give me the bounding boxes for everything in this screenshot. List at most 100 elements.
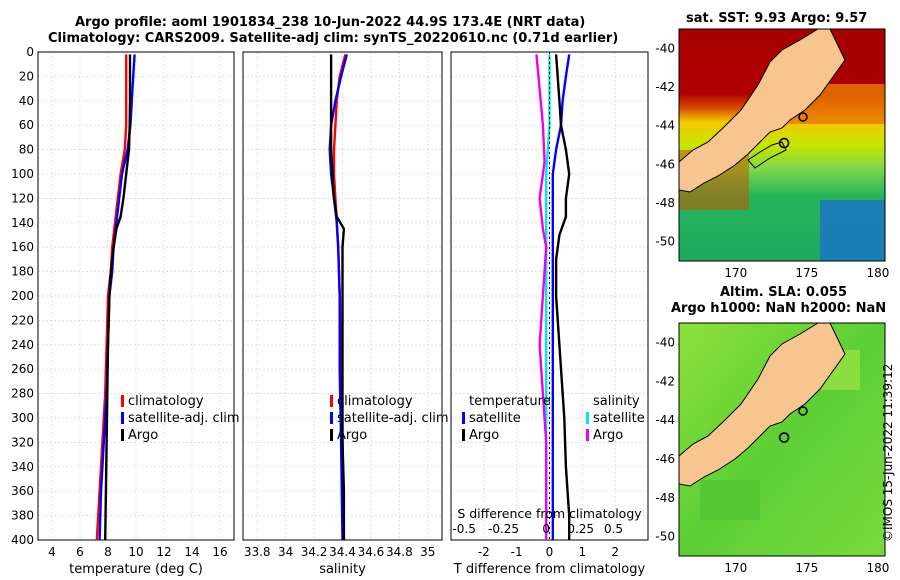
y-tick-label: 120 — [11, 191, 34, 205]
y-tick-label: 180 — [11, 265, 34, 279]
y-tick-label: 80 — [19, 143, 34, 157]
map-y-tick-label: -40 — [655, 335, 675, 349]
y-tick-label: 200 — [11, 289, 34, 303]
new-zealand-land — [679, 29, 846, 193]
y-tick-label: 160 — [11, 240, 34, 254]
y-tick-label: 260 — [11, 362, 34, 376]
sst-map: 170 175 180 -40 -42 -44 -46 -48 -50 — [655, 28, 889, 280]
x-tick-label: -1 — [511, 545, 523, 559]
legend-label: Argo — [128, 428, 158, 443]
y-tick-label: 60 — [19, 118, 34, 132]
legend-swatch — [586, 412, 589, 424]
argo-position-marker-sla — [778, 432, 790, 443]
y-tick-label: 340 — [11, 460, 34, 474]
legend-label: climatology — [337, 394, 413, 409]
y-tick-label: 240 — [11, 338, 34, 352]
map-x-tick-label: 180 — [866, 561, 889, 575]
map-y-tick-label: -44 — [655, 119, 675, 133]
legend-swatch — [462, 429, 465, 441]
s-diff-tick-label: -0.5 — [452, 522, 475, 536]
x-tick-label: 34.6 — [358, 545, 385, 559]
legend-label: satellite-adj. clim — [337, 411, 449, 426]
sst-cold-patch — [820, 200, 885, 261]
legend-swatch — [330, 429, 333, 441]
map-x-tick-label: 180 — [866, 266, 889, 280]
legend-label: temperature — [469, 394, 551, 409]
x-axis-label: salinity — [319, 562, 366, 577]
x-tick-label: 14 — [184, 545, 199, 559]
legend-swatch — [330, 395, 333, 407]
s-diff-tick-label: 0.25 — [567, 522, 594, 536]
map-y-tick-label: -46 — [655, 157, 675, 171]
axes-frame — [37, 51, 235, 541]
y-tick-label: 400 — [11, 533, 34, 547]
x-tick-label: 33.8 — [244, 545, 271, 559]
coastline-contour — [747, 141, 787, 169]
y-tick-label: 320 — [11, 435, 34, 449]
y-tick-label: 40 — [19, 94, 34, 108]
map-x-tick-label: 170 — [724, 561, 747, 575]
legend-label: Argo — [469, 428, 499, 443]
y-tick-label: 0 — [26, 45, 34, 59]
x-tick-label: 35 — [420, 545, 435, 559]
x-tick-label: 34 — [278, 545, 293, 559]
x-tick-label: 12 — [156, 545, 171, 559]
page-title-line2: Climatology: CARS2009. Satellite-adj cli… — [48, 31, 619, 46]
x-tick-label: 16 — [212, 545, 227, 559]
x-tick-label: 34.4 — [329, 545, 356, 559]
y-tick-label: 380 — [11, 509, 34, 523]
series-line-argo — [104, 54, 132, 541]
series-line-salinity-argo — [535, 54, 548, 540]
map-y-tick-label: -42 — [655, 80, 675, 94]
series-line-climatology — [95, 54, 128, 541]
y-tick-label: 280 — [11, 387, 34, 401]
legend-label: satellite-adj. clim — [128, 411, 240, 426]
x-tick-label: 34.8 — [386, 545, 413, 559]
sst-map-title: sat. SST: 9.93 Argo: 9.57 — [686, 11, 868, 26]
x-tick-label: 8 — [104, 545, 112, 559]
legend-swatch — [586, 395, 589, 407]
y-tick-label: 300 — [11, 411, 34, 425]
salinity-panel: 33.8 34 34.2 34.4 34.6 34.8 35 salinity climatol… — [242, 51, 449, 577]
legend-label: satellite — [593, 411, 645, 426]
legend-label: salinity — [593, 394, 640, 409]
map-y-tick-label: -48 — [655, 491, 675, 505]
map-y-tick-label: -42 — [655, 374, 675, 388]
legend-swatch — [121, 429, 124, 441]
map-y-tick-label: -44 — [655, 413, 675, 427]
map-x-tick-label: 170 — [724, 266, 747, 280]
legend-swatch — [121, 412, 124, 424]
legend-swatch — [462, 412, 465, 424]
y-tick-label: 20 — [19, 69, 34, 83]
map-y-tick-label: -50 — [655, 530, 675, 544]
legend-swatch — [330, 412, 333, 424]
x-tick-label: -2 — [478, 545, 490, 559]
argo-position-marker — [778, 137, 790, 149]
s-diff-tick-label: 0 — [542, 522, 550, 536]
map-x-tick-label: 175 — [795, 266, 818, 280]
map-y-tick-label: -48 — [655, 196, 675, 210]
legend-label: Argo — [337, 428, 367, 443]
legend-swatch — [462, 395, 465, 407]
y-tick-label: 220 — [11, 313, 34, 327]
series-line-argo — [329, 54, 346, 540]
x-tick-label: 34.2 — [301, 545, 328, 559]
x-tick-label: 1 — [579, 545, 587, 559]
chatham-contour — [798, 112, 808, 122]
map-y-tick-label: -50 — [655, 235, 675, 249]
legend-swatch — [121, 395, 124, 407]
s-diff-tick-label: -0.25 — [488, 522, 519, 536]
x-tick-label: 10 — [128, 545, 143, 559]
x-tick-label: 6 — [76, 545, 84, 559]
map-x-tick-label: 175 — [795, 561, 818, 575]
series-line-temperature-satellite — [551, 54, 571, 540]
s-diff-tick-label: 0.5 — [604, 522, 623, 536]
legend-label: Argo — [593, 428, 623, 443]
y-tick-label: 360 — [11, 484, 34, 498]
legend-label: climatology — [128, 394, 204, 409]
x-tick-label: 4 — [48, 545, 56, 559]
page-title-line1: Argo profile: aoml 1901834_238 10-Jun-20… — [75, 15, 586, 30]
s-diff-axis-label: S difference from climatology — [457, 506, 642, 521]
legend-swatch — [586, 429, 589, 441]
